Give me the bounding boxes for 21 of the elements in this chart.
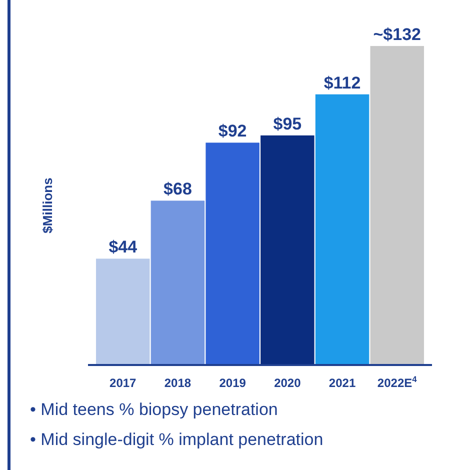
data-label: $44 [108,238,138,257]
x-tick-label: 2017 [110,376,137,390]
x-tick-label: 2020 [274,376,302,390]
bar [370,46,424,365]
data-label: $92 [218,122,247,141]
x-tick-label: 2019 [219,376,246,390]
text: • Mid teens % biopsy penetration [30,400,278,419]
data-label: $68 [164,180,192,199]
data-label: $112 [324,73,361,92]
x-tick-label: 2021 [328,376,356,390]
y-axis-title: $Millions [40,178,55,234]
data-label: ~$132 [373,25,421,44]
x-tick-label: 2022E$^{4}$ [377,374,418,390]
text: • Mid single-digit % implant penetration [30,430,324,449]
x-tick-label: 2018 [164,376,192,390]
bar [150,200,205,365]
data-label: $95 [273,114,302,134]
bar [206,142,260,365]
bar [96,258,150,365]
bar [260,135,314,365]
bar [315,94,370,365]
